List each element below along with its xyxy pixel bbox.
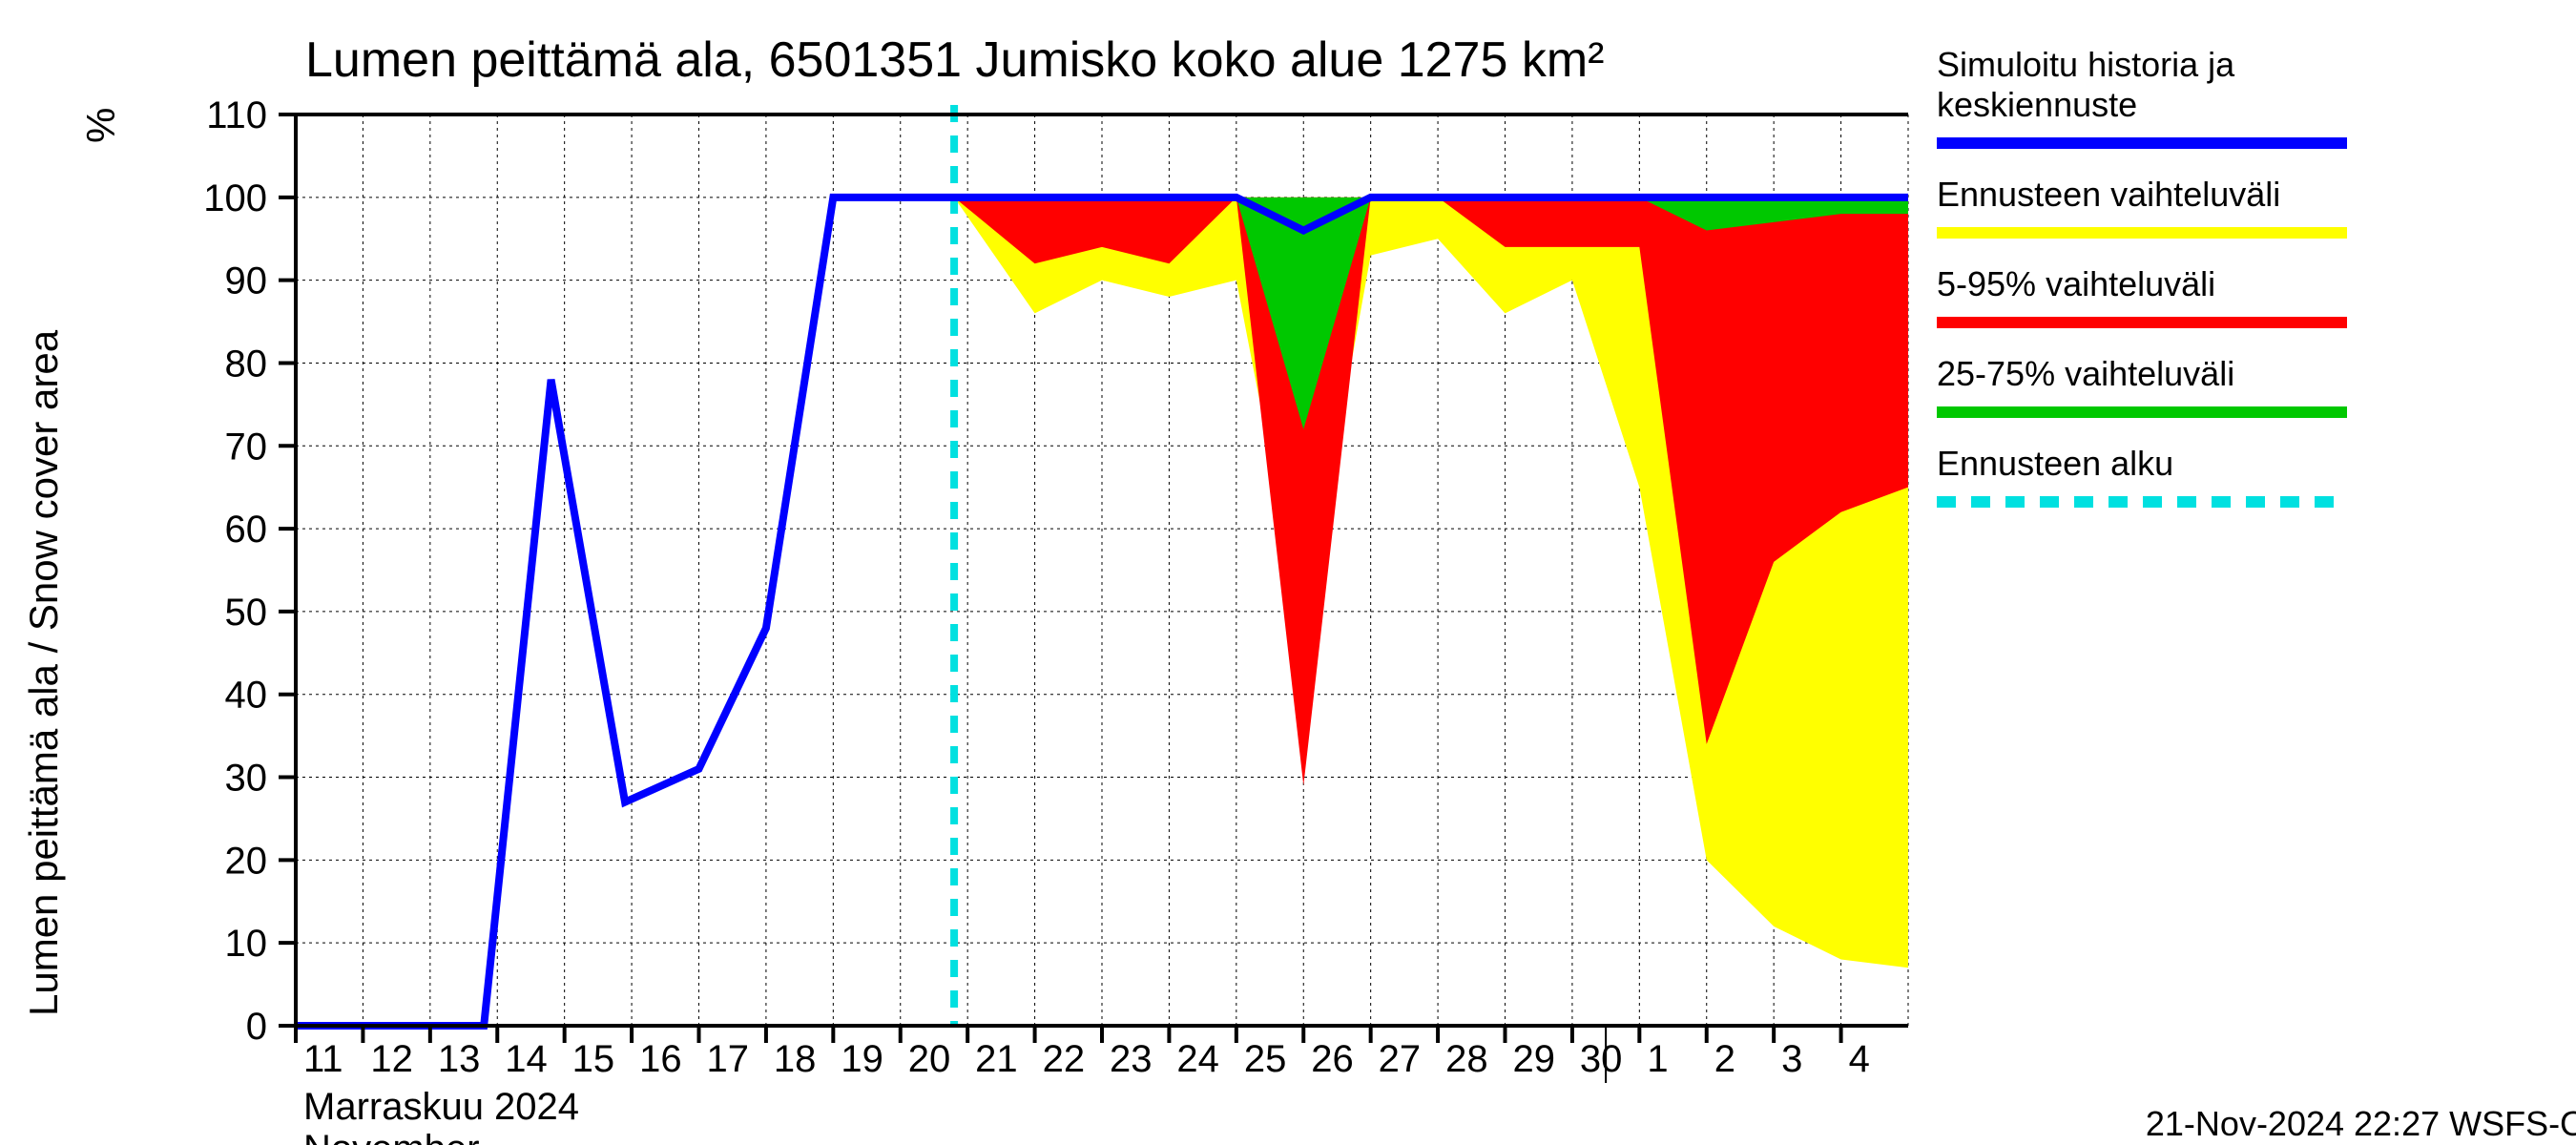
x-tick-label: 25 — [1244, 1038, 1287, 1080]
x-tick-label: 2 — [1714, 1038, 1735, 1080]
legend-label-p25_75: 25-75% vaihteluväli — [1937, 354, 2234, 393]
y-tick-label: 80 — [225, 343, 268, 385]
x-month-fi: Marraskuu 2024 — [303, 1086, 579, 1128]
x-tick-label: 30 — [1580, 1038, 1623, 1080]
legend-label-history: keskiennuste — [1937, 85, 2137, 124]
x-tick-label: 14 — [505, 1038, 548, 1080]
y-tick-label: 0 — [246, 1006, 267, 1048]
chart-title: Lumen peittämä ala, 6501351 Jumisko koko… — [305, 32, 1604, 88]
x-tick-label: 15 — [572, 1038, 615, 1080]
y-tick-label: 60 — [225, 509, 268, 551]
y-tick-label: 90 — [225, 260, 268, 302]
y-tick-label: 50 — [225, 592, 268, 634]
chart-container: 0102030405060708090100110111213141516171… — [0, 0, 2576, 1145]
x-tick-label: 12 — [370, 1038, 413, 1080]
y-tick-label: 100 — [203, 177, 267, 219]
y-axis-unit: % — [78, 108, 123, 143]
x-month-en: November — [303, 1128, 480, 1145]
legend-label-forecast_range: Ennusteen vaihteluväli — [1937, 175, 2280, 214]
x-tick-label: 26 — [1311, 1038, 1354, 1080]
y-tick-label: 70 — [225, 426, 268, 468]
x-tick-label: 3 — [1781, 1038, 1802, 1080]
y-tick-label: 40 — [225, 675, 268, 717]
x-tick-label: 21 — [975, 1038, 1018, 1080]
y-tick-label: 30 — [225, 758, 268, 800]
y-tick-label: 110 — [206, 94, 267, 136]
legend-label-forecast_start: Ennusteen alku — [1937, 444, 2173, 483]
x-tick-label: 13 — [438, 1038, 481, 1080]
legend-label-p5_95: 5-95% vaihteluväli — [1937, 264, 2215, 303]
footer-timestamp: 21-Nov-2024 22:27 WSFS-O — [2146, 1104, 2576, 1143]
x-tick-label: 28 — [1445, 1038, 1488, 1080]
x-tick-label: 29 — [1513, 1038, 1556, 1080]
x-tick-label: 20 — [908, 1038, 951, 1080]
x-tick-label: 11 — [303, 1038, 343, 1080]
y-tick-label: 10 — [225, 923, 268, 965]
y-axis-label: Lumen peittämä ala / Snow cover area — [21, 329, 66, 1016]
x-tick-label: 16 — [639, 1038, 682, 1080]
x-tick-label: 24 — [1176, 1038, 1219, 1080]
x-tick-label: 4 — [1849, 1038, 1870, 1080]
y-tick-label: 20 — [225, 840, 268, 882]
x-tick-label: 17 — [707, 1038, 750, 1080]
x-tick-label: 1 — [1647, 1038, 1668, 1080]
x-tick-label: 18 — [774, 1038, 817, 1080]
legend-label-history: Simuloitu historia ja — [1937, 45, 2235, 84]
x-tick-label: 22 — [1043, 1038, 1086, 1080]
x-tick-label: 19 — [841, 1038, 883, 1080]
x-tick-label: 23 — [1110, 1038, 1153, 1080]
chart-svg: 0102030405060708090100110111213141516171… — [0, 0, 2576, 1145]
x-tick-label: 27 — [1379, 1038, 1422, 1080]
